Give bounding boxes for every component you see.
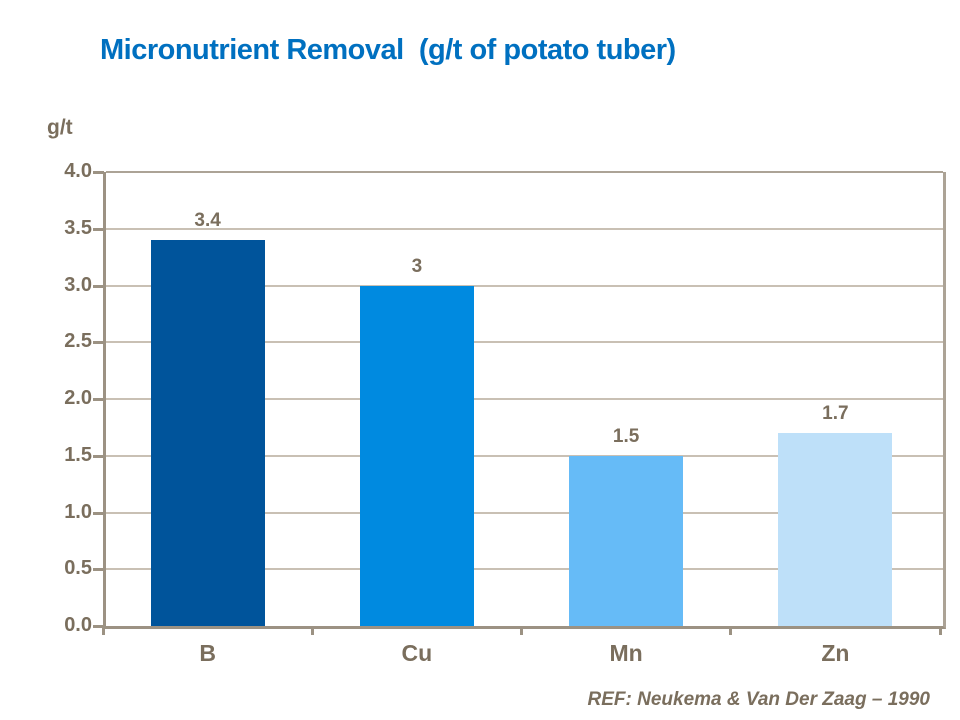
gridline-1.5 xyxy=(106,454,943,457)
y-tick-mark-3.5 xyxy=(93,227,104,231)
y-tick-mark-4.0 xyxy=(93,171,104,174)
x-category-label-mn: Mn xyxy=(609,640,643,666)
y-tick-label-2.0: 2.0 xyxy=(64,387,92,409)
y-axis-unit-label: g/t xyxy=(47,116,73,139)
y-tick-label-1.5: 1.5 xyxy=(64,443,92,466)
y-tick-mark-0.5 xyxy=(93,568,104,572)
bar-value-label-mn: 1.5 xyxy=(612,425,640,447)
x-category-label-b: B xyxy=(199,640,216,666)
x-tick-mark-2 xyxy=(520,627,523,635)
y-tick-mark-2.0 xyxy=(93,398,104,401)
y-tick-label-2.5: 2.5 xyxy=(64,330,92,353)
x-category-label-cu: Cu xyxy=(401,640,433,666)
y-tick-label-0.5: 0.5 xyxy=(64,557,92,580)
x-tick-mark-1 xyxy=(310,627,314,635)
y-tick-mark-1.5 xyxy=(93,454,104,458)
gridline-1.0 xyxy=(106,511,943,514)
bar-value-label-cu: 3 xyxy=(411,255,423,277)
plot-area xyxy=(103,171,946,629)
bar-value-label-b: 3.4 xyxy=(194,210,221,232)
y-tick-mark-1.0 xyxy=(93,511,104,515)
x-tick-mark-4 xyxy=(938,627,942,635)
x-tick-mark-3 xyxy=(729,627,733,635)
reference-citation: REF: Neukema & Van Der Zaag – 1990 xyxy=(587,689,931,710)
y-tick-label-0.0: 0.0 xyxy=(64,614,92,636)
bar-mn xyxy=(569,455,684,626)
y-tick-label-3.0: 3.0 xyxy=(64,273,92,296)
y-tick-label-4.0: 4.0 xyxy=(64,160,92,182)
gridline-2.5 xyxy=(106,341,943,344)
y-tick-mark-2.5 xyxy=(93,341,104,345)
gridline-0.5 xyxy=(106,568,943,571)
y-tick-mark-3.0 xyxy=(93,284,104,288)
bar-zn xyxy=(778,433,893,626)
y-tick-mark-0.0 xyxy=(93,625,104,628)
bar-cu xyxy=(359,285,474,626)
x-category-label-zn: Zn xyxy=(821,640,850,666)
y-tick-label-1.0: 1.0 xyxy=(64,500,92,523)
chart-title: Micronutrient Removal (g/t of potato tub… xyxy=(100,34,676,66)
y-tick-label-3.5: 3.5 xyxy=(64,216,92,239)
gridline-4.0 xyxy=(106,171,943,173)
gridline-2.0 xyxy=(106,398,943,400)
bar-b xyxy=(150,240,265,626)
gridline-3.0 xyxy=(106,284,943,287)
x-tick-mark-0 xyxy=(101,627,105,635)
gridline-3.5 xyxy=(106,227,943,230)
bar-value-label-zn: 1.7 xyxy=(822,403,849,425)
